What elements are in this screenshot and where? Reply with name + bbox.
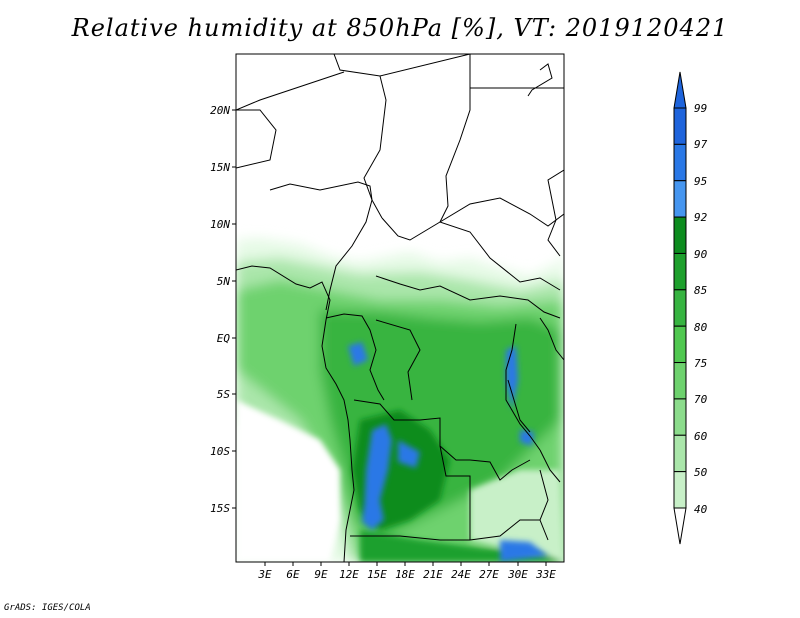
coastline-west	[236, 265, 355, 562]
humidity-white-low	[236, 400, 340, 562]
lat-label: 10S	[210, 445, 230, 458]
colorbar-box	[673, 289, 687, 327]
lon-label: 15E	[367, 568, 387, 581]
colorbar-label: 97	[694, 138, 708, 151]
humidity-97-patch-southeast	[500, 540, 548, 562]
colorbar-box	[673, 434, 687, 473]
colorbar-label: 75	[694, 357, 707, 370]
border-congo-drc	[375, 319, 421, 401]
border-chad-east	[363, 75, 387, 201]
border-sudan-ethiopia	[547, 169, 564, 257]
colorbar-label: 80	[694, 321, 708, 334]
credit-text: GrADS: IGES/COLA	[4, 603, 91, 613]
lon-label: 27E	[479, 568, 499, 581]
colorbar-label: 85	[694, 284, 707, 297]
colorbar-box	[673, 107, 687, 145]
border-malawi	[539, 469, 549, 541]
border-chad-car	[381, 217, 561, 291]
country-borders	[236, 54, 564, 562]
lon-label: 24E	[451, 568, 471, 581]
lon-label: 18E	[395, 568, 415, 581]
border-uganda-kenya	[539, 317, 564, 361]
colorbar-top-arrow	[673, 71, 687, 109]
colorbar-label: 99	[694, 102, 707, 115]
border-coast-red-sea	[527, 63, 553, 97]
colorbar: 99 97 95 92 90 85 80 75 70 60 50 40	[673, 71, 708, 545]
border-angola-zambia	[439, 445, 471, 540]
lon-label: 12E	[339, 568, 359, 581]
colorbar-label: 70	[694, 393, 708, 406]
border-gabon-congo	[325, 313, 385, 401]
humidity-97-patch-rift	[506, 346, 518, 410]
colorbar-box	[673, 398, 687, 436]
border-drc-angola	[353, 399, 470, 461]
lat-label: 15N	[210, 161, 230, 174]
colorbar-label: 60	[694, 430, 708, 443]
lon-label: 9E	[314, 568, 328, 581]
longitude-labels: 3E 6E 9E 12E 15E 18E 21E 24E 27E 30E 33E	[257, 568, 556, 581]
humidity-field	[236, 230, 564, 562]
colorbar-label: 90	[694, 248, 708, 261]
colorbar-box	[673, 325, 687, 364]
colorbar-labels: 99 97 95 92 90 85 80 75 70 60 50 40	[694, 102, 708, 516]
lat-label: 20N	[210, 104, 230, 117]
border-niger-chad	[333, 54, 471, 77]
colorbar-box	[673, 471, 687, 509]
lon-label: 6E	[286, 568, 300, 581]
border-algeria-niger	[236, 71, 345, 111]
humidity-97-patch-congo	[348, 342, 368, 366]
colorbar-label: 40	[694, 503, 708, 516]
border-zambia-drc	[469, 459, 531, 481]
border-tanzania-mozambique	[539, 449, 561, 483]
colorbar-label: 50	[694, 466, 708, 479]
colorbar-box	[673, 216, 687, 254]
colorbar-boxes	[673, 107, 687, 509]
border-drc-east	[505, 323, 541, 451]
colorbar-box	[673, 362, 687, 400]
humidity-97-patch-angola	[364, 424, 392, 520]
lat-label: 10N	[210, 218, 230, 231]
latitude-labels: 20N 15N 10N 5N EQ 5S 10S 15S	[210, 104, 230, 515]
lat-label: 15S	[210, 502, 230, 515]
colorbar-label: 95	[694, 175, 707, 188]
border-angola-namibia	[350, 535, 470, 541]
lat-label: EQ	[217, 332, 231, 345]
map-frame	[235, 53, 565, 563]
colorbar-box	[673, 180, 687, 218]
border-niger-nigeria	[269, 181, 383, 219]
humidity-light-southeast	[470, 470, 564, 562]
humidity-97-patch-angola-south	[362, 500, 384, 530]
lon-label: 30E	[507, 568, 528, 581]
lon-label: 33E	[535, 568, 556, 581]
border-lake-tanganyika	[507, 379, 531, 433]
humidity-97-patch-west	[398, 440, 420, 468]
colorbar-box	[673, 252, 687, 291]
lat-label: 5N	[217, 275, 231, 288]
lon-label: 3E	[257, 568, 272, 581]
border-zambia-south	[469, 519, 540, 541]
border-nigeria	[236, 109, 277, 169]
colorbar-box	[673, 143, 687, 182]
lat-label: 5S	[217, 388, 231, 401]
border-car-drc	[375, 275, 561, 319]
border-cameroon-car	[325, 199, 373, 311]
colorbar-bottom-arrow	[673, 507, 687, 545]
colorbar-label: 92	[694, 211, 708, 224]
border-sudan-ss	[439, 197, 564, 227]
map-title: Relative humidity at 850hPa [%], VT: 201…	[71, 14, 729, 42]
border-chad-sudan	[439, 54, 471, 223]
humidity-97-patch-tanzania	[520, 430, 534, 446]
lon-label: 21E	[423, 568, 443, 581]
axis-ticks	[232, 109, 547, 566]
